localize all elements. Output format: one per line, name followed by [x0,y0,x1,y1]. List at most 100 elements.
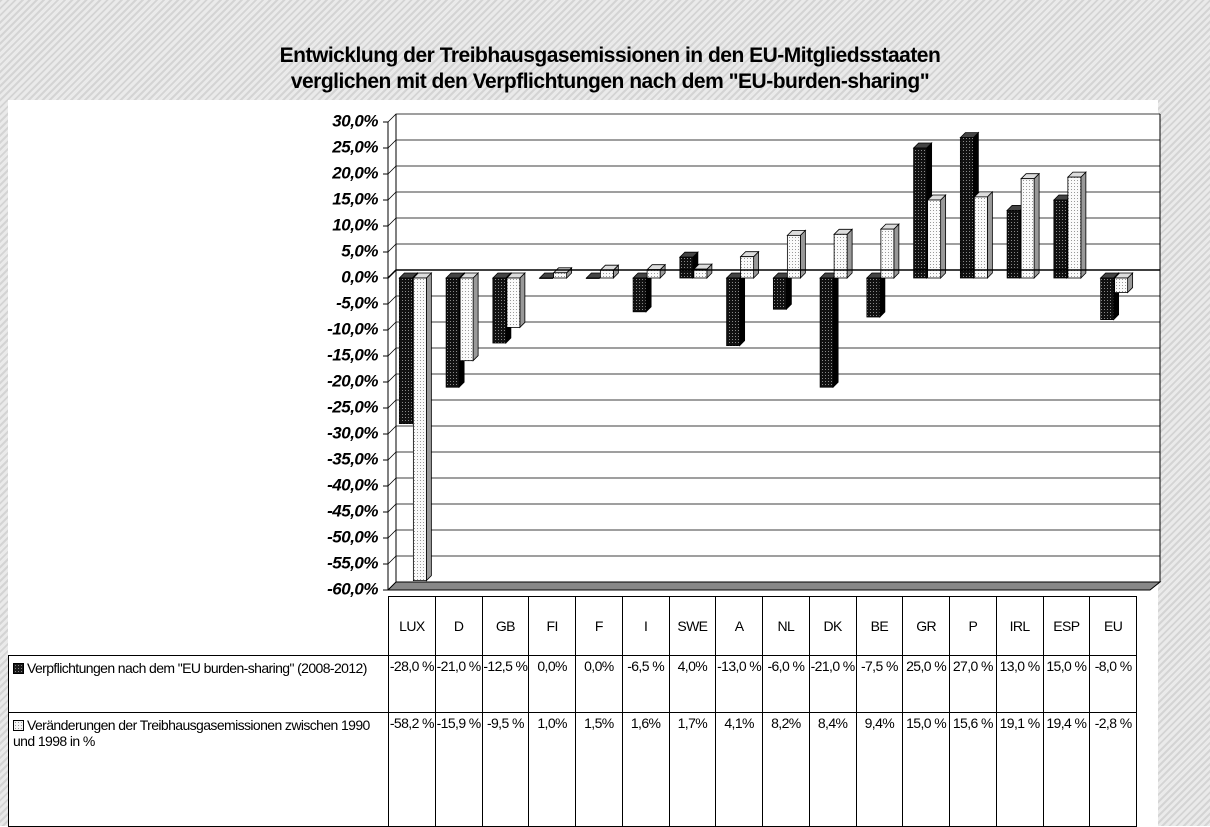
floor [386,581,1162,591]
legend-key [13,663,24,674]
bar [553,272,568,279]
chart-title: verglichen mit den Verpflichtungen nach … [291,70,929,93]
value-cell: -21,0 % [808,655,857,713]
bar-side [1080,171,1087,279]
bar [913,147,928,279]
bar [1114,277,1129,293]
bar [599,269,614,279]
bar-side [519,272,526,329]
value-cell: -13,0 % [715,655,763,713]
y-tick-label: 15,0% [332,189,378,208]
category-cell: GR [902,596,950,656]
bar [866,277,881,318]
y-tick-label: -15,0% [327,345,378,364]
y-tick-label: -55,0% [327,553,378,572]
bar [740,256,755,279]
value-cell: -12,5 % [481,655,530,713]
value-cell: 4,0% [668,655,717,713]
y-tick-label: -60,0% [327,579,378,598]
bar [1020,178,1035,279]
value-cell: -58,2 % [388,712,436,827]
data-table: LUX D GB FI F I SWE A NL DK BE GR P IRL ESP EU Verpflich… [8,596,1137,827]
bar [539,277,554,279]
value-cell: -6,0 % [762,655,810,713]
value-cell: -28,0 % [388,655,436,713]
legend-label: Verpflichtungen nach dem "EU burden-shar… [27,660,367,676]
chart-title: Entwicklung der Treibhausgasemissionen i… [280,44,941,67]
category-cell: EU [1089,596,1137,656]
value-cell: 15,0 % [1042,655,1091,713]
value-cell: 1,7% [668,712,717,827]
value-cell: 1,0% [528,712,576,827]
bar [646,269,661,279]
legend-key [13,720,24,731]
bar [445,277,460,388]
category-cell: GB [481,596,530,656]
bar-side [1033,172,1040,279]
y-tick-label: 25,0% [331,137,378,156]
y-tick-label: -25,0% [327,397,378,416]
y-tick-label: -20,0% [327,371,378,390]
series-row: Veränderungen der Treibhausgasemissionen… [8,712,1137,827]
bar-side [879,272,886,318]
bar [959,137,974,279]
legend-label: Veränderungen der Treibhausgasemissionen… [13,717,370,749]
value-cell: -8,0 % [1089,655,1137,713]
category-cell: BE [855,596,904,656]
bar [819,277,834,388]
bar [786,234,801,279]
y-tick-label: 20,0% [331,163,378,182]
category-cell: IRL [995,596,1044,656]
bar [632,277,647,313]
bar-side [986,190,993,279]
value-cell: -2,8 % [1089,712,1137,827]
bar [459,277,474,362]
y-tick-label: -35,0% [327,449,378,468]
y-tick-label: 30,0% [332,111,378,130]
bar-side [940,194,947,279]
y-tick-label: -45,0% [327,501,378,520]
bar [1006,209,1021,279]
bar-side [785,272,792,311]
bar [772,277,787,310]
bar [679,256,694,279]
bar [973,196,988,279]
bar [693,268,708,279]
value-cell: 15,6 % [949,712,997,827]
bar-side [832,272,839,389]
y-tick-label: -50,0% [327,527,378,546]
bar-side [425,272,432,582]
category-cell: SWE [668,596,717,656]
value-cell: 8,4% [808,712,857,827]
grid-line [387,529,1160,539]
bar-side [739,272,746,347]
value-cell: 1,6% [621,712,670,827]
value-cell: 19,4 % [1042,712,1091,827]
bar [833,233,848,279]
series-row: Verpflichtungen nach dem "EU burden-shar… [8,655,1137,713]
bar-side [645,272,652,313]
category-cell: FI [528,596,576,656]
value-cell: 13,0 % [995,655,1044,713]
value-cell: 8,2% [762,712,810,827]
bar [398,277,413,425]
bar [726,277,741,346]
category-cell: ESP [1042,596,1091,656]
y-tick-label: 0,0% [341,267,378,286]
value-cell: 15,0 % [902,712,950,827]
bar [506,277,521,328]
grid-line [387,555,1160,565]
value-cell: -21,0 % [434,655,483,713]
bar [927,199,942,279]
category-cell: DK [808,596,857,656]
corner-cell [8,596,389,656]
y-tick-label: 10,0% [332,215,378,234]
value-cell: 0,0% [528,655,576,713]
value-cell: 9,4% [855,712,904,827]
bar [880,228,895,279]
value-cell: 4,1% [715,712,763,827]
bar [492,277,507,344]
category-cell: P [949,596,997,656]
